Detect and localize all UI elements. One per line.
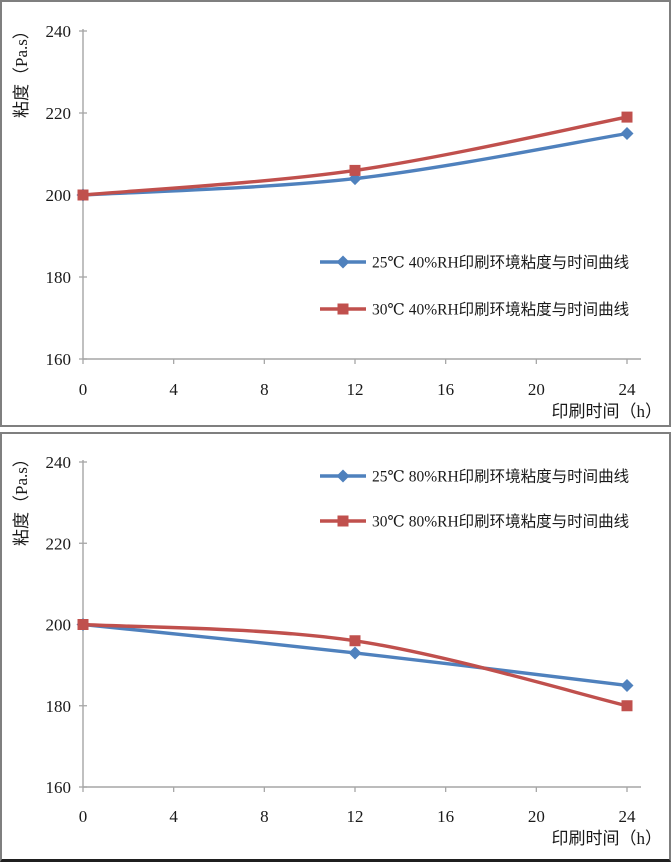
x-tick-label: 16: [437, 380, 454, 399]
data-point-marker: [349, 164, 361, 176]
y-tick-label: 220: [46, 534, 72, 553]
y-axis-title: 粘度（Pa.s）: [12, 450, 31, 546]
x-tick-label: 8: [260, 807, 269, 826]
x-axis-title: 印刷时间（h）: [552, 829, 663, 848]
data-point-marker: [620, 678, 634, 692]
chart-40rh-plot: 160 180 200 220 240 0 4 8 12 16 20 24 印刷时间（h） 粘度（Pa.s…: [12, 22, 663, 421]
data-point-marker: [77, 619, 89, 630]
data-point-marker: [620, 127, 634, 140]
x-tick-label: 4: [169, 807, 178, 826]
chart-panel-40rh: 160 180 200 220 240 0 4 8 12 16 20 24 印刷时间（h） 粘度（Pa.s…: [0, 0, 671, 427]
x-tick-label: 20: [528, 807, 545, 826]
y-axis-title: 粘度（Pa.s）: [12, 22, 31, 118]
legend-key-marker: [337, 303, 349, 315]
data-point-marker: [621, 111, 633, 123]
x-tick-label: 24: [619, 380, 637, 399]
x-tick-label: 0: [79, 380, 88, 399]
legend-key-marker: [337, 515, 349, 527]
y-tick-label: 180: [46, 697, 72, 716]
x-tick-label: 24: [619, 807, 637, 826]
y-tick-label: 180: [46, 268, 72, 287]
x-axis-title: 印刷时间（h）: [552, 402, 663, 421]
legend-entry-label: 30℃ 40%RH印刷环境粘度与时间曲线: [372, 300, 629, 319]
legend-key-marker: [336, 469, 350, 483]
legend-key-marker: [336, 255, 350, 269]
x-tick-label: 16: [437, 807, 454, 826]
data-point-marker: [348, 646, 362, 660]
data-point-marker: [77, 189, 89, 201]
legend-entry-label: 25℃ 80%RH印刷环境粘度与时间曲线: [372, 467, 629, 486]
series-line-0: [81, 131, 629, 197]
x-tick-label: 12: [347, 380, 364, 399]
data-point-marker: [621, 700, 633, 712]
chart-80rh-plot: 160 180 200 220 240 0 4 8 12 16 20 24 印刷时间（h） 粘度（Pa.s…: [12, 450, 663, 848]
y-tick-label: 220: [46, 104, 72, 123]
x-tick-label: 8: [260, 380, 269, 399]
y-tick-label: 200: [46, 616, 72, 635]
legend-entry-label: 25℃ 40%RH印刷环境粘度与时间曲线: [372, 253, 629, 272]
y-tick-label: 160: [46, 778, 72, 797]
x-tick-label: 4: [169, 380, 178, 399]
x-tick-label: 0: [79, 807, 88, 826]
x-tick-label: 20: [528, 380, 545, 399]
y-tick-label: 200: [46, 186, 72, 205]
data-point-marker: [349, 635, 361, 647]
x-tick-label: 12: [347, 807, 364, 826]
chart-panel-80rh: 160 180 200 220 240 0 4 8 12 16 20 24 印刷时间（h） 粘度（Pa.s…: [0, 432, 671, 862]
y-tick-label: 160: [46, 350, 72, 369]
y-tick-label: 240: [46, 22, 72, 41]
legend-entry-label: 30℃ 80%RH印刷环境粘度与时间曲线: [372, 512, 629, 531]
y-tick-label: 240: [46, 453, 72, 472]
